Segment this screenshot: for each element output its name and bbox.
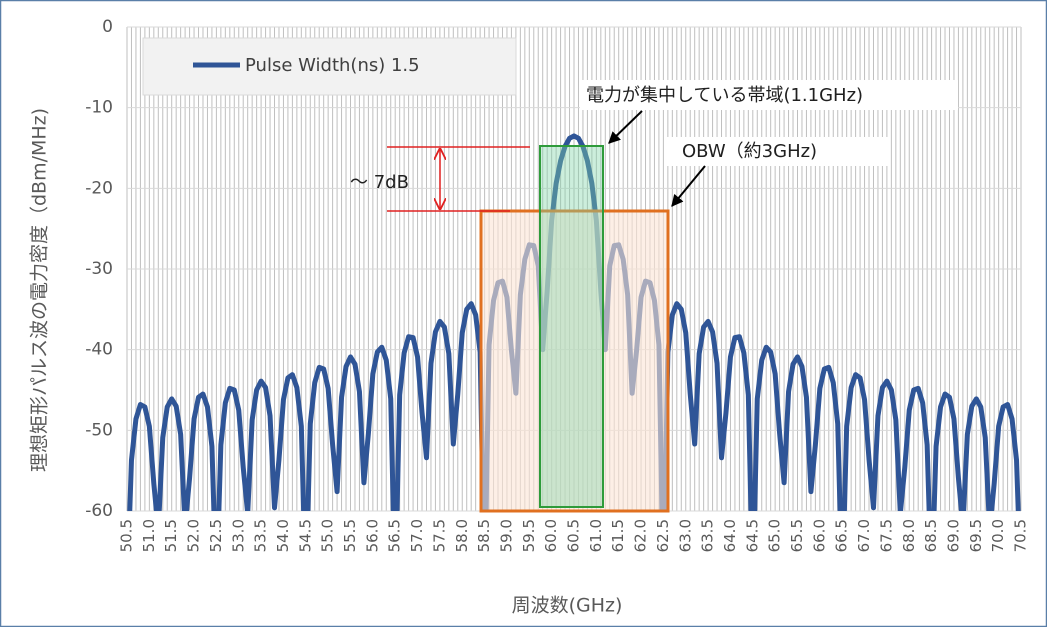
x-tick-label: 67.5: [877, 519, 895, 552]
x-tick-label: 64.0: [721, 519, 739, 552]
x-tick-label: 60.0: [542, 519, 560, 552]
annotation: 電力が集中している帯域(1.1GHz): [586, 85, 863, 106]
x-tick-label: 53.0: [229, 519, 247, 552]
y-tick-label: -20: [85, 178, 113, 198]
x-tick-label: 67.0: [855, 519, 873, 552]
x-tick-label: 61.0: [587, 519, 605, 552]
x-tick-label: 70.0: [989, 519, 1007, 552]
y-tick-label: -40: [85, 340, 113, 360]
callout-box: [664, 137, 890, 166]
x-tick-label: 51.5: [162, 519, 180, 552]
y-tick-label: -10: [85, 98, 113, 118]
x-tick-label: 57.0: [408, 519, 426, 552]
x-tick-label: 63.0: [676, 519, 694, 552]
x-tick-label: 63.5: [699, 519, 717, 552]
annotation: OBW（約3GHz): [682, 141, 817, 162]
x-tick-label: 55.5: [341, 519, 359, 552]
x-tick-label: 60.5: [565, 519, 583, 552]
x-tick-label: 54.5: [296, 519, 314, 552]
obw-box: [479, 209, 670, 513]
power-band-box: [539, 145, 604, 508]
callout-arrow: [671, 165, 706, 207]
plot: [127, 133, 1021, 511]
x-tick-label: 68.0: [900, 519, 918, 552]
x-tick-label: 62.5: [654, 519, 672, 552]
y-axis-title: 理想矩形パルス波の電力密度（dBm/MHz): [29, 108, 51, 472]
x-tick-label: 69.5: [967, 519, 985, 552]
x-tick-label: 65.0: [766, 519, 784, 552]
x-tick-label: 56.0: [363, 519, 381, 552]
x-tick-label: 50.5: [118, 519, 136, 552]
y-tick-label: -50: [85, 420, 113, 440]
x-tick-label: 66.5: [833, 519, 851, 552]
x-tick-label: 66.0: [810, 519, 828, 552]
x-tick-label: 69.0: [944, 519, 962, 552]
x-tick-label: 64.5: [743, 519, 761, 552]
x-tick-label: 52.5: [207, 519, 225, 552]
annotation: ～ 7dB: [350, 172, 409, 193]
series-line: [127, 133, 1021, 511]
x-tick-label: 62.0: [632, 519, 650, 552]
x-tick-label: 59.5: [520, 519, 538, 552]
x-tick-label: 56.5: [386, 519, 404, 552]
x-tick-label: 58.0: [453, 519, 471, 552]
y-tick-label: 0: [102, 17, 113, 37]
x-tick-label: 54.0: [274, 519, 292, 552]
y-tick-label: -60: [85, 501, 113, 521]
x-tick-label: 70.5: [1012, 519, 1030, 552]
x-tick-label: 58.5: [475, 519, 493, 552]
x-tick-label: 59.0: [497, 519, 515, 552]
callout-arrow: [608, 110, 643, 144]
x-tick-label: 61.5: [609, 519, 627, 552]
x-tick-label: 68.5: [922, 519, 940, 552]
x-tick-label: 51.0: [140, 519, 158, 552]
x-tick-label: 55.0: [319, 519, 337, 552]
x-tick-label: 57.5: [430, 519, 448, 552]
x-tick-label: 52.0: [185, 519, 203, 552]
x-axis-title: 周波数(GHz): [512, 595, 623, 617]
y-tick-label: -30: [85, 259, 113, 279]
legend-label: Pulse Width(ns) 1.5: [245, 55, 420, 76]
x-tick-label: 53.5: [252, 519, 270, 552]
x-tick-label: 65.5: [788, 519, 806, 552]
callout-box: [580, 80, 958, 110]
